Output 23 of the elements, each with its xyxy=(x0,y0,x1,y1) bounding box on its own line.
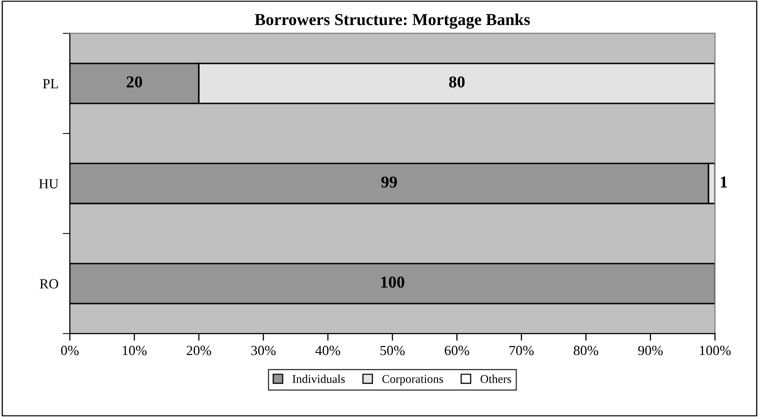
data-label: 100 xyxy=(381,276,404,288)
y-tick-label: PL xyxy=(42,79,58,88)
x-tick-label: 60% xyxy=(444,346,470,356)
y-tick-label: HU xyxy=(39,179,58,188)
data-label: 99 xyxy=(381,176,397,188)
data-label: 1 xyxy=(720,176,727,188)
x-tick-label: 0% xyxy=(61,346,79,356)
x-tick-label: 30% xyxy=(251,346,276,356)
x-tick-label: 10% xyxy=(122,346,147,356)
x-tick-label: 100% xyxy=(700,346,731,356)
y-tick-label: RO xyxy=(40,279,58,289)
legend-label: Corporations xyxy=(382,375,444,386)
x-tick-label: 70% xyxy=(510,346,534,356)
legend-label: Individuals xyxy=(292,374,345,383)
chart-title: Borrowers Structure: Mortgage Banks xyxy=(254,13,530,29)
x-tick-label: 20% xyxy=(186,346,212,356)
data-label: 20 xyxy=(126,76,142,88)
x-tick-label: 80% xyxy=(574,346,598,356)
x-tick-label: 90% xyxy=(638,346,663,356)
x-tick-label: 50% xyxy=(380,346,405,356)
legend-label: Others xyxy=(480,374,512,383)
x-tick-label: 40% xyxy=(315,346,340,356)
data-label: 80 xyxy=(449,76,465,88)
